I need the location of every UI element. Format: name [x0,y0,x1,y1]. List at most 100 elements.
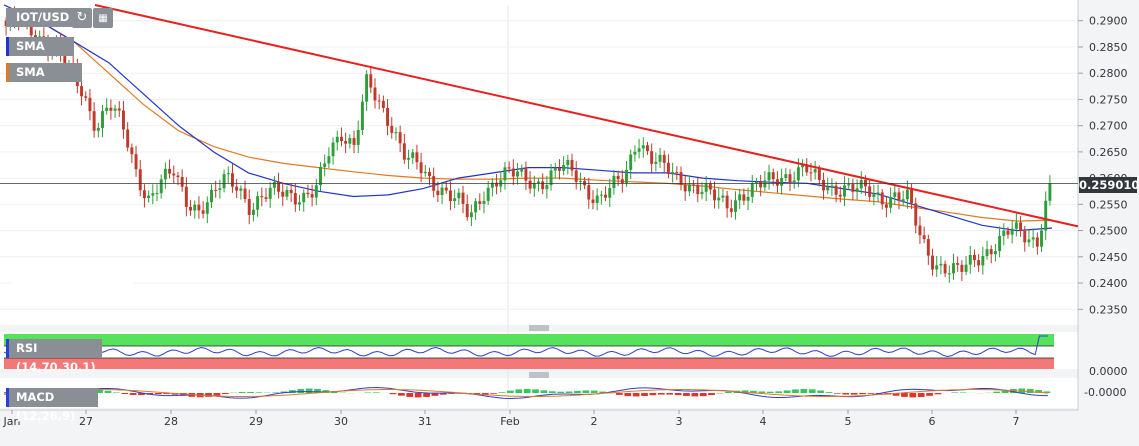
rsi-resize-handle[interactable] [529,326,549,330]
candle-body [621,179,624,183]
candle-body [394,132,397,133]
time-tick-label: 29 [249,415,263,428]
symbol-label[interactable]: IOT/USD [6,8,74,27]
candle-body [227,173,230,174]
price-tick-label: 0.2700 [1089,120,1128,133]
candle-body [726,196,729,209]
rsi-oversold-zone [4,358,1054,369]
candle-body [143,190,146,198]
candle-body [768,172,771,180]
candle-body [877,192,880,194]
candle-body [503,167,506,180]
candle-body [244,189,247,199]
rsi-legend[interactable]: RSI (14,70,30,1) [6,339,102,358]
candle-body [772,172,775,179]
refresh-button[interactable]: ↻ [72,8,92,28]
macd-legend[interactable]: MACD (12,26,9) [6,388,98,407]
candle-body [193,205,196,211]
macd-histogram-bar [155,393,162,394]
candle-body [851,184,854,192]
candle-body [269,188,272,199]
candle-body [948,273,951,274]
candle-body [629,155,632,170]
macd-histogram-bar [256,392,263,393]
sma50-swatch [6,37,9,56]
macd-histogram-bar [951,392,958,393]
sma100-legend[interactable]: SMA (100,0) [6,63,82,82]
candle-body [1036,237,1039,246]
candle-body [369,74,372,87]
macd-histogram-bar [725,392,732,393]
chart-type-button[interactable]: ▦ [93,8,113,28]
macd-panel[interactable] [0,378,1078,408]
price-tick-label: 0.2750 [1089,93,1128,106]
macd-histogram-bar [759,391,766,393]
macd-histogram-bar [582,390,589,393]
candle-body [705,184,708,192]
candle-body [353,138,356,145]
candle-body [105,108,108,111]
candle-body [319,167,322,185]
candle-body [84,96,87,98]
candle-body [826,187,829,190]
candle-body [323,163,326,166]
candle-body [172,174,175,176]
candle-body [763,180,766,187]
candle-body [340,137,343,141]
time-tick-label: 27 [79,415,93,428]
candle-body [709,184,712,190]
candle-body [545,185,548,189]
macd-histogram-bar [499,392,506,393]
macd-histogram-bar [105,391,112,393]
candle-body [147,196,150,198]
candle-body [177,175,180,177]
candle-body [487,188,490,201]
macd-histogram-bar [373,392,380,393]
macd-histogram-bar [222,393,229,394]
candle-body [638,148,641,151]
macd-histogram-bar [926,393,933,396]
macd-histogram-bar [507,391,514,393]
macd-histogram-bar [633,393,640,396]
candle-body [520,169,523,172]
candle-body [856,188,859,192]
candle-body [1023,231,1026,242]
candle-body [1032,237,1035,239]
candle-body [558,168,561,171]
candle-body [114,108,117,110]
candle-body [969,255,972,265]
candle-body [478,201,481,204]
sma100-label: SMA (100,0) [16,65,63,98]
macd-histogram-bar [272,392,279,393]
candle-body [311,194,314,198]
candle-body [944,264,947,274]
candle-body [784,174,787,178]
macd-histogram-bar [993,392,1000,393]
candle-body [986,249,989,256]
candle-body [80,86,83,96]
macd-histogram-bar [909,393,916,397]
candle-body [231,173,234,187]
sma50-legend[interactable]: SMA (50,0) [6,37,74,56]
main-panel[interactable] [0,0,1078,325]
candle-body [692,184,695,185]
candle-body [252,210,255,215]
candle-body [617,176,620,179]
candle-body [374,88,377,101]
candle-body [717,198,720,201]
candle-body [835,186,838,195]
candle-body [348,138,351,144]
macd-histogram-bar [390,393,397,394]
macd-histogram-bar [775,391,782,393]
macd-label: MACD (12,26,9) [16,390,75,423]
macd-histogram-bar [121,393,128,394]
candle-body [571,160,574,170]
macd-resize-handle[interactable] [529,373,549,377]
candle-body [688,184,691,191]
macd-histogram-bar [784,390,791,393]
candle-body [965,265,968,272]
candle-body [164,169,167,179]
candle-body [306,193,309,194]
